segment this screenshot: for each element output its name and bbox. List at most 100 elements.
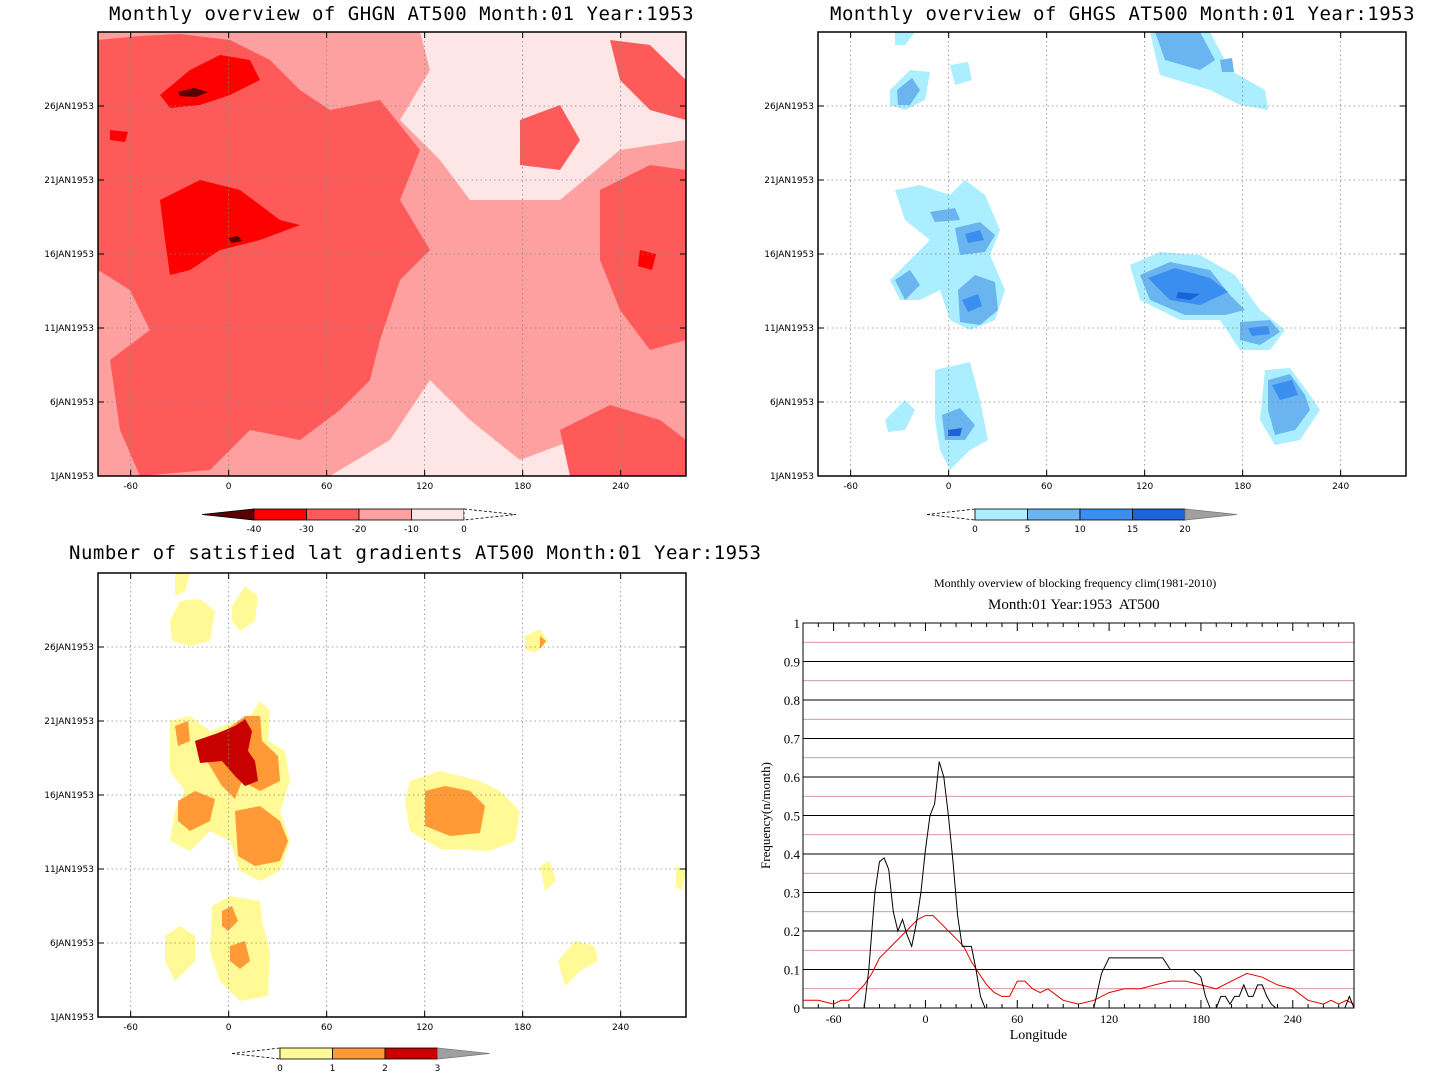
- contour-region: [1272, 380, 1298, 400]
- colorbar-segment: [279, 1047, 333, 1060]
- contour-region: [1148, 268, 1228, 305]
- contour-region: [895, 32, 915, 45]
- colorbar-segment: [1132, 508, 1186, 521]
- x-tick-label: 60: [321, 1023, 333, 1033]
- x-tick-label: 120: [1136, 482, 1153, 492]
- y-axis-label: Frequency(n/month): [758, 762, 773, 869]
- colorbar-label: 15: [1127, 525, 1138, 535]
- x-tick-label: 120: [416, 1023, 433, 1033]
- chart-subtitle: Month:01 Year:1953 AT500: [988, 597, 1160, 613]
- contour-region: [558, 941, 598, 986]
- y-tick-label: 26JAN1953: [44, 102, 94, 112]
- colorbar-segment: [253, 508, 307, 521]
- y-tick-label: 16JAN1953: [764, 250, 814, 260]
- contour-region: [232, 586, 258, 631]
- colorbar-segment: [926, 508, 976, 521]
- contour-region: [520, 105, 580, 170]
- x-tick-label: 180: [514, 1023, 531, 1033]
- contour-region: [950, 62, 972, 85]
- plot-frame: [817, 31, 1407, 477]
- x-tick-label: 180: [514, 482, 531, 492]
- y-tick-label: 0.4: [784, 847, 801, 862]
- ghgn-panel: Monthly overview of GHGN AT500 Month:01 …: [0, 0, 720, 545]
- contour-region: [228, 236, 242, 243]
- contour-region: [175, 721, 190, 746]
- contour-region: [165, 926, 195, 981]
- chart-title: Monthly overview of blocking frequency c…: [934, 576, 1217, 590]
- field-layer: [885, 32, 1320, 470]
- x-tick-label: 0: [226, 482, 232, 492]
- y-tick-label: 11JAN1953: [44, 324, 94, 334]
- y-tick-label: 0.7: [784, 732, 801, 747]
- colorbar-label: -20: [352, 525, 367, 535]
- contour-region: [175, 573, 190, 596]
- x-tick-label: 240: [1284, 1012, 1302, 1026]
- y-tick-label: 16JAN1953: [44, 791, 94, 801]
- series-line: [803, 915, 1355, 1005]
- lat-gradients-panel: Number of satisfied lat gradients AT500 …: [0, 542, 761, 1091]
- x-tick-label: -60: [123, 482, 138, 492]
- y-tick-label: 0.9: [784, 655, 800, 670]
- contour-region: [230, 941, 250, 969]
- contour-region: [965, 230, 984, 243]
- field-layer: [165, 573, 686, 1001]
- colorbar-label: 0: [461, 525, 467, 535]
- contour-region: [897, 78, 920, 105]
- colorbar-label: 0: [277, 1064, 283, 1074]
- contour-region: [930, 208, 960, 222]
- y-tick-label: 21JAN1953: [764, 176, 814, 186]
- x-tick-label: 60: [321, 482, 333, 492]
- x-tick-label: 0: [226, 1023, 232, 1033]
- colorbar-label: 20: [1179, 525, 1191, 535]
- blocking-frequency-panel: Monthly overview of blocking frequency c…: [720, 545, 1440, 1091]
- colorbar-segment: [1184, 508, 1238, 521]
- y-tick-label: 21JAN1953: [44, 176, 94, 186]
- colorbar-segment: [358, 508, 412, 521]
- y-tick-label: 11JAN1953: [764, 324, 814, 334]
- contour-region: [638, 250, 656, 270]
- x-tick-label: -60: [843, 482, 858, 492]
- y-tick-label: 1JAN1953: [50, 1013, 94, 1023]
- x-axis-label: Longitude: [1010, 1028, 1068, 1043]
- colorbar-segment: [231, 1047, 281, 1060]
- y-tick-label: 0.5: [784, 809, 800, 824]
- colorbar-segment: [1027, 508, 1081, 521]
- frequency-chart: -60 0 60 120 180 240 0 0.1 0.2 0.3 0.4 0.5 0.6 0.7 0.8…: [758, 616, 1355, 1043]
- y-tick-label: 6JAN1953: [770, 398, 814, 408]
- colorbar-segment: [306, 508, 360, 521]
- contour-region: [895, 270, 920, 300]
- contour-region: [1248, 326, 1270, 336]
- y-tick-label: 26JAN1953: [44, 643, 94, 653]
- y-tick-label: 1JAN1953: [50, 472, 94, 482]
- y-tick-label: 11JAN1953: [44, 865, 94, 875]
- contour-region: [178, 88, 208, 97]
- contour-region: [170, 599, 215, 646]
- contour-region: [195, 719, 258, 786]
- plot-frame: [97, 572, 687, 1018]
- contour-region: [560, 405, 686, 476]
- y-tick-label: 6JAN1953: [50, 939, 94, 949]
- series-line: [803, 761, 1355, 1009]
- contour-region: [110, 130, 128, 142]
- contour-region: [962, 294, 982, 312]
- colorbar-segment: [201, 508, 255, 521]
- contour-region: [178, 791, 215, 831]
- colorbar-label: -10: [404, 525, 419, 535]
- ghgs-chart: -60 0 60 120 180 240 1JAN1953 6JAN1953 11JAN1953…: [764, 31, 1407, 535]
- colorbar-label: 1: [330, 1064, 336, 1074]
- x-tick-label: 120: [1100, 1012, 1118, 1026]
- contour-region: [1176, 292, 1200, 300]
- field-layer: [98, 32, 686, 476]
- contour-region: [885, 400, 915, 432]
- y-tick-label: 0.2: [784, 924, 800, 939]
- x-tick-label: 240: [1332, 482, 1349, 492]
- colorbar-segment: [411, 508, 465, 521]
- y-tick-label: 0.8: [784, 693, 800, 708]
- lat-gradients-chart: -60 0 60 120 180 2401JAN19536JAN195311JAN1953…: [44, 572, 687, 1074]
- y-tick-label: 0.6: [784, 770, 801, 785]
- colorbar-label: -30: [299, 525, 314, 535]
- contour-region: [1220, 58, 1234, 72]
- x-tick-label: 120: [416, 482, 433, 492]
- x-tick-label: 60: [1041, 482, 1053, 492]
- x-tick-label: -60: [123, 1023, 138, 1033]
